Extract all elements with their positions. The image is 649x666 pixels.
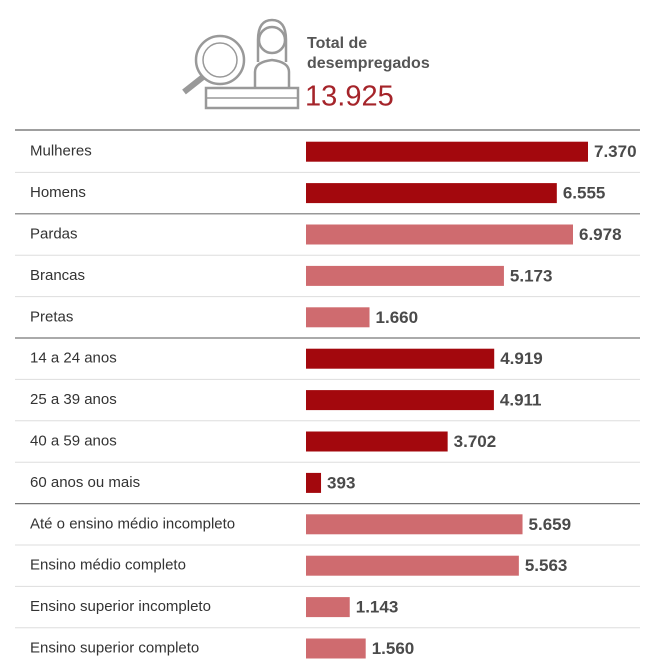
value-label: 6.555	[563, 184, 606, 203]
value-label: 6.978	[579, 225, 622, 244]
value-label: 5.173	[510, 266, 553, 285]
value-label: 4.911	[500, 391, 542, 410]
value-label: 1.143	[356, 598, 399, 617]
bar	[306, 472, 322, 493]
category-label: Brancas	[30, 267, 85, 284]
category-label: Ensino médio completo	[30, 557, 186, 574]
category-label: 25 a 39 anos	[30, 391, 117, 408]
category-label: Ensino superior incompleto	[30, 598, 211, 615]
bar	[306, 348, 495, 369]
total-label: Total de desempregados	[307, 35, 430, 72]
value-label: 5.659	[529, 515, 572, 534]
value-label: 4.919	[500, 349, 543, 368]
bar	[306, 307, 370, 328]
total-value: 13.925	[305, 81, 394, 113]
category-label: Até o ensino médio incompleto	[30, 515, 235, 532]
category-label: Homens	[30, 184, 86, 201]
category-label: 14 a 24 anos	[30, 350, 117, 367]
category-label: Ensino superior completo	[30, 639, 199, 656]
category-label: Pretas	[30, 308, 73, 325]
category-label: Pardas	[30, 225, 78, 242]
bar	[306, 141, 588, 162]
bar	[306, 555, 519, 576]
bar	[306, 431, 448, 452]
bar	[306, 597, 350, 618]
value-label: 5.563	[525, 556, 568, 575]
bar	[306, 224, 574, 245]
bar	[306, 514, 523, 535]
value-label: 393	[327, 473, 355, 492]
category-label: 40 a 59 anos	[30, 432, 117, 449]
value-label: 1.660	[376, 308, 419, 327]
value-label: 3.702	[454, 432, 497, 451]
bar	[306, 183, 557, 204]
bar	[306, 390, 494, 411]
bar	[306, 638, 366, 659]
bar	[306, 265, 504, 286]
value-label: 7.370	[594, 142, 637, 161]
value-label: 1.560	[372, 639, 415, 658]
category-label: 60 anos ou mais	[30, 474, 140, 491]
icon	[182, 18, 300, 110]
category-label: Mulheres	[30, 143, 92, 160]
